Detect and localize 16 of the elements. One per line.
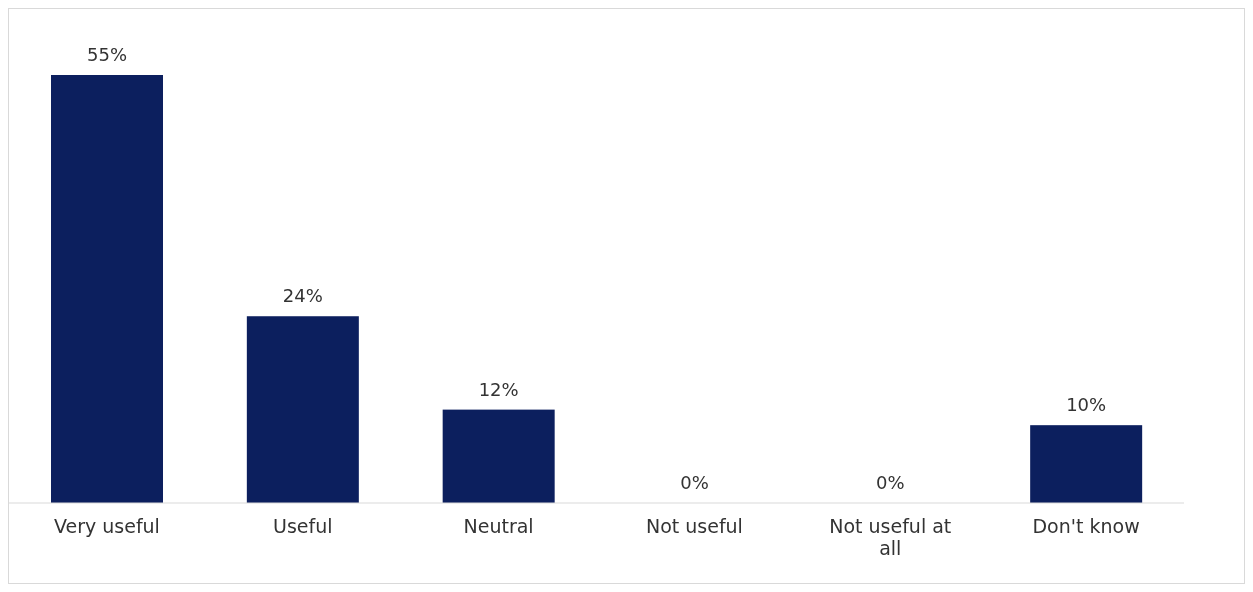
x-tick-label: Not useful at all [829,515,952,559]
data-label: 0% [876,472,905,493]
data-label: 55% [86,44,128,65]
data-label: 10% [1066,394,1107,416]
data-label: 0% [680,472,709,493]
x-tick-label: Useful [272,515,333,537]
x-tick-label: Don't know [1032,515,1140,537]
x-tick-label: Not useful [645,515,743,537]
data-label: 12% [478,378,519,400]
bar [442,409,555,503]
bar [246,316,359,503]
bar [1030,425,1143,503]
data-label: 24% [282,285,323,307]
x-tick-label: Neutral [463,515,534,537]
bar [51,75,163,503]
x-tick-label: Very useful [53,515,160,537]
